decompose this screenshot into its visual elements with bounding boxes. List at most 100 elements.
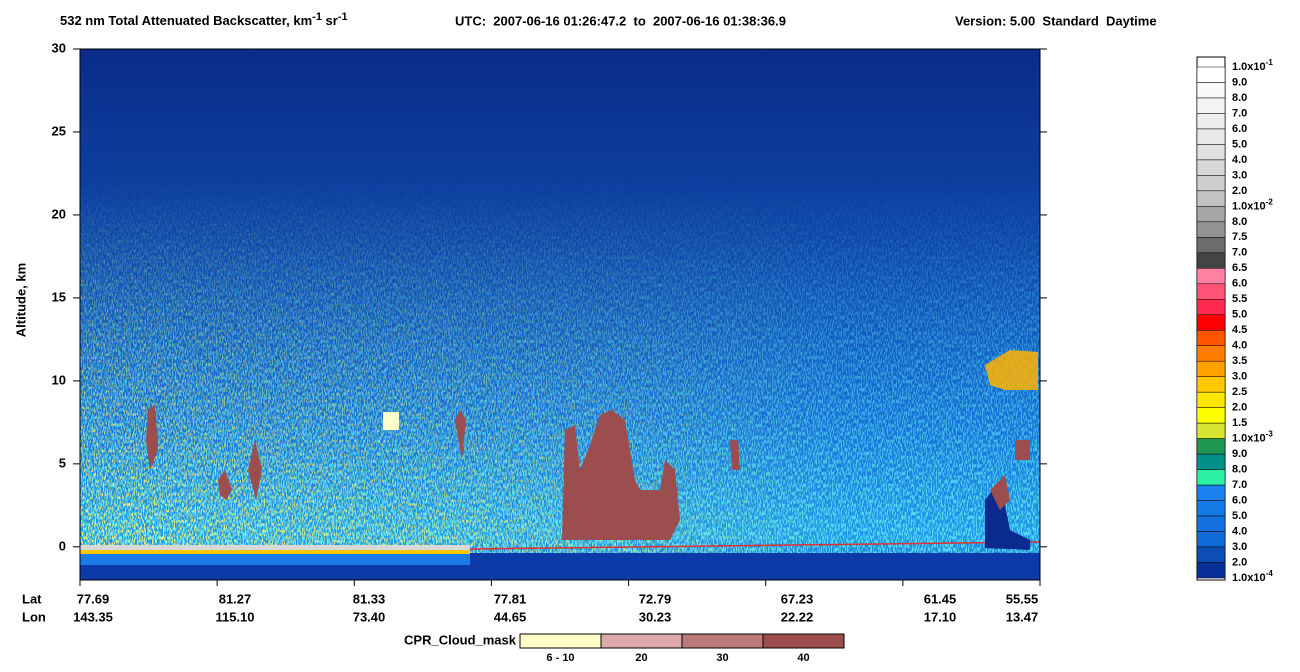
x-row-label: Lon [22,609,46,624]
chart-title: 532 nm Total Attenuated Backscatter, km-… [60,11,348,29]
y-tick-label: 0 [59,538,66,553]
colorbar-label: 3.0 [1232,371,1247,383]
colorbar-label: 3.5 [1232,355,1247,367]
colorbar-swatch [1196,407,1226,424]
colorbar-label: 6.0 [1232,123,1247,135]
version-label: Version: 5.00 Standard Daytime [955,13,1157,28]
x-row-label: Lat [22,591,42,606]
legend-swatch [681,633,764,649]
colorbar-label: 6.0 [1232,494,1247,506]
colorbar-label: 4.0 [1232,340,1247,352]
colorbar-swatch [1196,531,1226,548]
colorbar-label: 2.0 [1232,185,1247,197]
colorbar-swatch [1196,484,1226,501]
colorbar-swatch [1196,113,1226,130]
colorbar-label: 5.0 [1232,309,1247,321]
colorbar-label: 2.0 [1232,556,1247,568]
colorbar-label-exponent: -3 [1266,430,1274,439]
colorbar-swatch [1196,500,1226,517]
curtain-image [80,49,1041,580]
colorbar-label: 1.0x10-3 [1232,430,1273,445]
colorbar-label: 9.0 [1232,448,1247,460]
x-tick-label: 77.81 [494,591,527,606]
colorbar-label: 4.0 [1232,525,1247,537]
colorbar-label-exponent: -1 [1266,58,1274,67]
colorbar-label: 4.0 [1232,154,1247,166]
colorbar-label: 2.5 [1232,386,1247,398]
colorbar-label-mantissa: 1.0x10 [1232,572,1266,584]
x-tick-label: 61.45 [924,591,957,606]
colorbar-swatch [1196,438,1226,455]
legend-title: CPR_Cloud_mask [404,632,517,647]
legend-swatch [519,633,602,649]
legend-swatch [762,633,845,649]
x-tick-label: 13.47 [1006,609,1039,624]
colorbar-label: 1.0x10-4 [1232,569,1273,584]
x-tick-label: 22.22 [781,609,814,624]
colorbar-swatch [1196,221,1226,238]
colorbar-label: 7.0 [1232,479,1247,491]
colorbar-swatch [1196,66,1226,83]
x-tick-label: 77.69 [77,591,110,606]
plot-frame [79,48,1041,581]
colorbar-label: 5.0 [1232,138,1247,150]
colorbar-swatch [1196,175,1226,192]
colorbar-label-exponent: -2 [1266,197,1274,206]
colorbar-label: 6.5 [1232,262,1247,274]
colorbar-swatch [1196,329,1226,346]
colorbar-label-mantissa: 1.0x10 [1232,61,1266,73]
y-axis-label: Altitude, km [13,263,28,337]
x-tick-label: 81.27 [219,591,252,606]
colorbar-label: 7.0 [1232,247,1247,259]
y-tick-label: 10 [52,372,66,387]
y-tick-label: 30 [52,40,66,55]
colorbar-swatch [1196,546,1226,563]
colorbar-label: 6.0 [1232,278,1247,290]
colorbar-label: 5.5 [1232,293,1247,305]
colorbar-label: 1.0x10-2 [1232,197,1273,212]
legend-label: 6 - 10 [546,652,574,664]
y-tick-label: 25 [52,123,66,138]
colorbar-label-mantissa: 1.0x10 [1232,433,1266,445]
colorbar-swatch [1196,515,1226,532]
colorbar-label: 8.0 [1232,216,1247,228]
x-tick-label: 30.23 [639,609,672,624]
colorbar-swatch [1196,252,1226,269]
colorbar-label: 7.5 [1232,231,1247,243]
colorbar-label: 5.0 [1232,510,1247,522]
legend-swatch [600,633,683,649]
colorbar-swatch [1196,469,1226,486]
legend-label: 40 [797,652,809,664]
colorbar-label: 3.0 [1232,169,1247,181]
colorbar-label-exponent: -4 [1266,569,1274,578]
colorbar-swatch [1196,159,1226,176]
x-tick-label: 81.33 [353,591,386,606]
x-tick-label: 72.79 [639,591,672,606]
colorbar-swatch [1196,144,1226,161]
colorbar-swatch [1196,562,1226,579]
colorbar-label: 8.0 [1232,464,1247,476]
x-tick-label: 143.35 [73,609,113,624]
colorbar-swatch [1196,422,1226,439]
colorbar-swatch [1196,268,1226,285]
colorbar-label: 1.0x10-1 [1232,58,1273,73]
legend-label: 20 [635,652,647,664]
x-tick-label: 44.65 [494,609,527,624]
x-tick-label: 73.40 [353,609,386,624]
colorbar-swatch [1196,376,1226,393]
colorbar-label: 7.0 [1232,107,1247,119]
colorbar-swatch [1196,190,1226,207]
colorbar-swatch [1196,237,1226,254]
colorbar-swatch [1196,283,1226,300]
colorbar-swatch [1196,82,1226,99]
colorbar-swatch [1196,206,1226,223]
x-tick-label: 67.23 [781,591,814,606]
colorbar-swatch [1196,453,1226,470]
y-tick-label: 15 [52,289,66,304]
colorbar-label: 2.0 [1232,402,1247,414]
colorbar-swatch [1196,360,1226,377]
colorbar-label: 4.5 [1232,324,1247,336]
x-tick-label: 115.10 [215,609,254,624]
colorbar-swatch [1196,97,1226,114]
